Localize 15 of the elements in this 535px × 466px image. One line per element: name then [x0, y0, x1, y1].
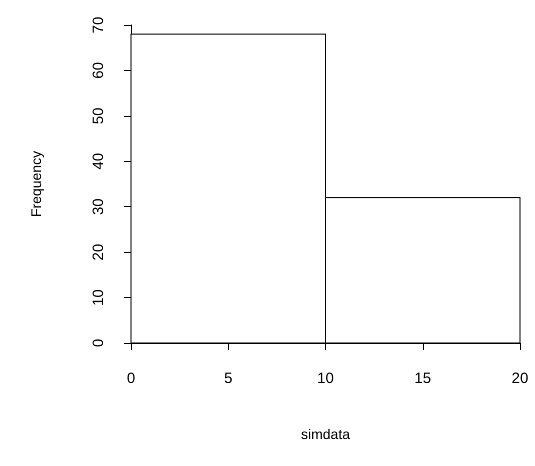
y-tick-label: 70 [90, 16, 107, 34]
y-axis-title: Frequency [28, 150, 44, 218]
y-tick-label: 40 [90, 152, 107, 170]
x-tick-label: 20 [512, 370, 528, 387]
y-tick-label: 0 [90, 338, 107, 348]
x-tick-label: 5 [224, 370, 232, 387]
x-tick-label: 0 [126, 370, 136, 387]
y-tick-label: 30 [90, 198, 107, 216]
y-tick-label: 20 [90, 244, 107, 260]
x-tick-label: 10 [317, 370, 334, 387]
x-tick-label: 15 [414, 370, 432, 387]
y-tick-label: 10 [90, 289, 107, 306]
y-tick-label: 50 [90, 108, 107, 124]
y-tick-label: 60 [90, 62, 107, 79]
x-axis-title: simdata [300, 426, 350, 442]
